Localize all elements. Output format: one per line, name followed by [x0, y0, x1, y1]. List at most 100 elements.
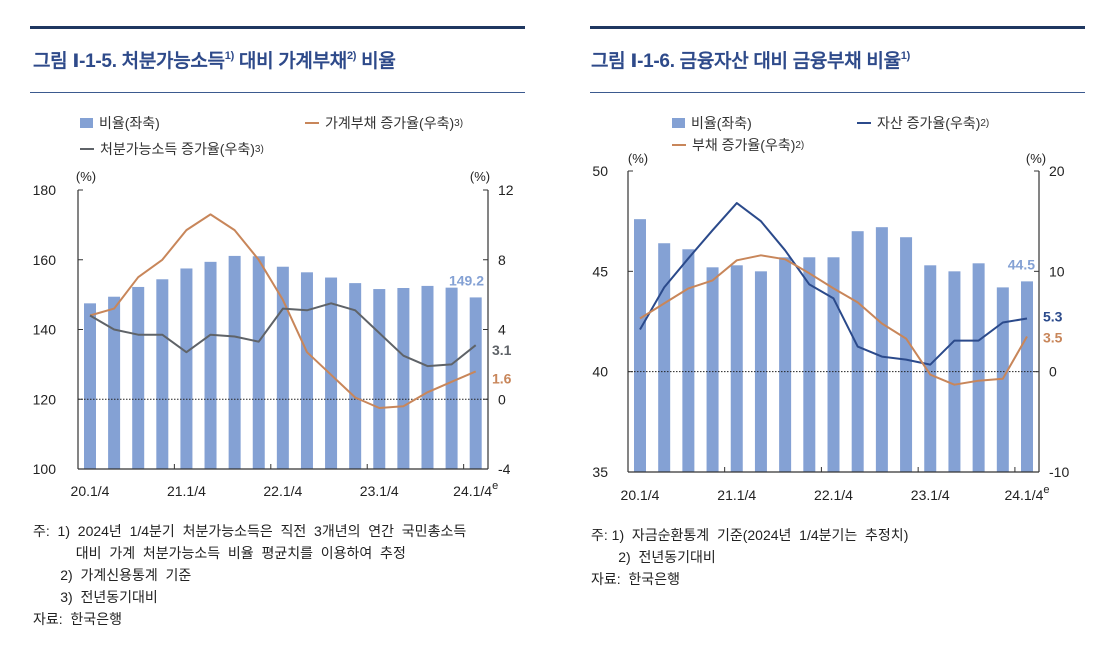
legend-label: 자산 증가율(우축)	[877, 115, 981, 131]
estimate-mark: e	[492, 480, 498, 492]
top-rule-left	[30, 26, 525, 29]
y-tick-label-right: -10	[1049, 464, 1069, 480]
x-tick-label: 23.1/4	[360, 483, 399, 499]
x-tick-label-text: 24.1/4	[1004, 487, 1043, 503]
legend-footnote-mark: 2)	[795, 139, 805, 151]
x-tick-label-text: 24.1/4	[453, 483, 492, 499]
notes-left: 주: 1) 2024년 1/4분기 처분가능소득은 직전 3개년의 연간 국민총…	[33, 520, 466, 630]
x-tick-label: 24.1/4e	[1004, 484, 1049, 503]
bar-24.1/4	[1021, 281, 1033, 472]
y-tick-label-right: 0	[1049, 364, 1057, 380]
legend-footnote-mark: 3)	[454, 117, 464, 129]
y-tick-label-left: 140	[33, 322, 57, 338]
bar-21.3/4	[779, 257, 792, 472]
y-tick-label-right: -4	[498, 461, 511, 477]
y-tick-label-left: 40	[592, 364, 608, 380]
chart-title-right: 그림 Ⅰ-1-6. 금융자산 대비 금융부채 비율1)	[591, 46, 910, 73]
bar-22.3/4	[875, 227, 888, 472]
legend-line-swatch	[857, 122, 871, 124]
legend-label: 비율(좌축)	[691, 115, 752, 131]
legend-footnote-mark: 3)	[254, 143, 264, 155]
legend-bar-swatch	[672, 118, 685, 128]
y-unit-right: (%)	[1026, 151, 1046, 166]
note-line: 3) 전년동기대비	[33, 589, 158, 605]
legend-label: 부채 증가율(우축)	[692, 137, 796, 153]
series-line-2	[89, 302, 477, 368]
end-value-label: 3.5	[1043, 330, 1063, 346]
note-line: 대비 가계 처분가능소득 비율 평균치를 이용하여 추정	[33, 545, 406, 561]
top-rule-right	[590, 26, 1085, 29]
bar-21.4/4	[803, 257, 816, 472]
legend-asset-growth: 자산 증가율(우축) 2)	[857, 113, 989, 133]
title-footnote-mark: 2)	[346, 50, 357, 62]
bar-22.2/4	[300, 272, 313, 469]
title-text: 비율	[356, 51, 396, 72]
series-line-1	[89, 213, 477, 409]
y-tick-label-right: 10	[1049, 263, 1065, 279]
legend-disposable-income-growth: 처분가능소득 증가율(우축) 3)	[80, 139, 264, 159]
end-value-label: 1.6	[492, 370, 512, 386]
note-line: 2) 가계신용통계 기준	[33, 567, 192, 583]
note-line: 주: 1) 2024년 1/4분기 처분가능소득은 직전 3개년의 연간 국민총…	[33, 523, 467, 539]
bar-23.2/4	[948, 271, 961, 472]
x-tick-label-text: 20.1/4	[621, 487, 660, 503]
bar-20.4/4	[156, 279, 169, 469]
bar-23.3/4	[421, 285, 434, 469]
x-tick-label: 24.1/4e	[453, 480, 498, 499]
y-tick-label-right: 8	[498, 252, 506, 268]
note-line: 주: 1) 자금순환통계 기준(2024년 1/4분기는 추정치)	[591, 527, 909, 543]
legend-line-swatch	[672, 144, 686, 146]
y-unit-left: (%)	[76, 169, 96, 184]
bar-21.1/4	[730, 265, 743, 472]
bar-20.1/4	[634, 219, 646, 472]
legend-label: 비율(좌축)	[99, 115, 160, 131]
y-tick-label-left: 35	[592, 464, 608, 480]
legend-label: 가계부채 증가율(우축)	[325, 115, 455, 131]
bar-21.3/4	[228, 255, 241, 469]
bar-22.4/4	[900, 237, 913, 472]
chart-1: 50 45 40 35 20 10 0 -10 (%) (%) 20.1/4 21.1/4 22.1/4…	[592, 151, 1069, 503]
note-line: 자료: 한국은행	[33, 611, 122, 627]
bar-21.2/4	[204, 261, 217, 469]
x-tick-label: 23.1/4	[911, 487, 950, 503]
bar-20.3/4	[132, 286, 145, 469]
bar-21.4/4	[252, 256, 265, 469]
x-tick-label: 20.1/4	[71, 483, 110, 499]
legend-footnote-mark: 2)	[980, 117, 990, 129]
title-text: 그림 Ⅰ-1-5. 처분가능소득	[33, 51, 225, 72]
estimate-mark: e	[1043, 484, 1049, 496]
y-tick-label-left: 45	[592, 263, 608, 279]
bar-23.1/4	[373, 289, 386, 469]
legend-ratio-right: 비율(좌축)	[672, 113, 752, 133]
legend-line-swatch	[305, 122, 319, 124]
y-tick-label-right: 0	[498, 391, 506, 407]
x-tick-label-text: 22.1/4	[814, 487, 853, 503]
x-tick-label-text: 21.1/4	[717, 487, 756, 503]
y-tick-label-right: 20	[1049, 163, 1065, 179]
series-line-1	[639, 202, 1028, 366]
title-text: 그림 Ⅰ-1-6. 금융자산 대비 금융부채 비율	[591, 51, 901, 72]
end-value-label: 44.5	[1008, 256, 1035, 272]
bar-23.3/4	[972, 263, 985, 472]
bar-23.4/4	[445, 287, 458, 469]
x-tick-label: 20.1/4	[621, 487, 660, 503]
bar-20.3/4	[682, 249, 695, 472]
y-tick-label-left: 120	[33, 391, 57, 407]
x-tick-label-text: 23.1/4	[911, 487, 950, 503]
y-tick-label-left: 180	[33, 182, 57, 198]
y-tick-label-right: 4	[498, 322, 506, 338]
x-tick-label-text: 23.1/4	[360, 483, 399, 499]
legend-ratio-left: 비율(좌축)	[80, 113, 160, 133]
legend-line-swatch	[80, 148, 94, 150]
chart-0: 180 160 140 120 100 12 8 4 0 -4 (%) (%) 20.1/4 21.1/4…	[33, 169, 514, 499]
x-tick-label-text: 22.1/4	[263, 483, 302, 499]
x-tick-label-text: 20.1/4	[71, 483, 110, 499]
y-unit-left: (%)	[628, 151, 648, 166]
bar-23.2/4	[397, 287, 410, 469]
bar-21.1/4	[180, 268, 193, 469]
y-tick-label-left: 100	[33, 461, 57, 477]
bar-20.2/4	[658, 243, 671, 472]
x-tick-label: 22.1/4	[263, 483, 302, 499]
note-line: 2) 전년동기대비	[591, 549, 716, 565]
